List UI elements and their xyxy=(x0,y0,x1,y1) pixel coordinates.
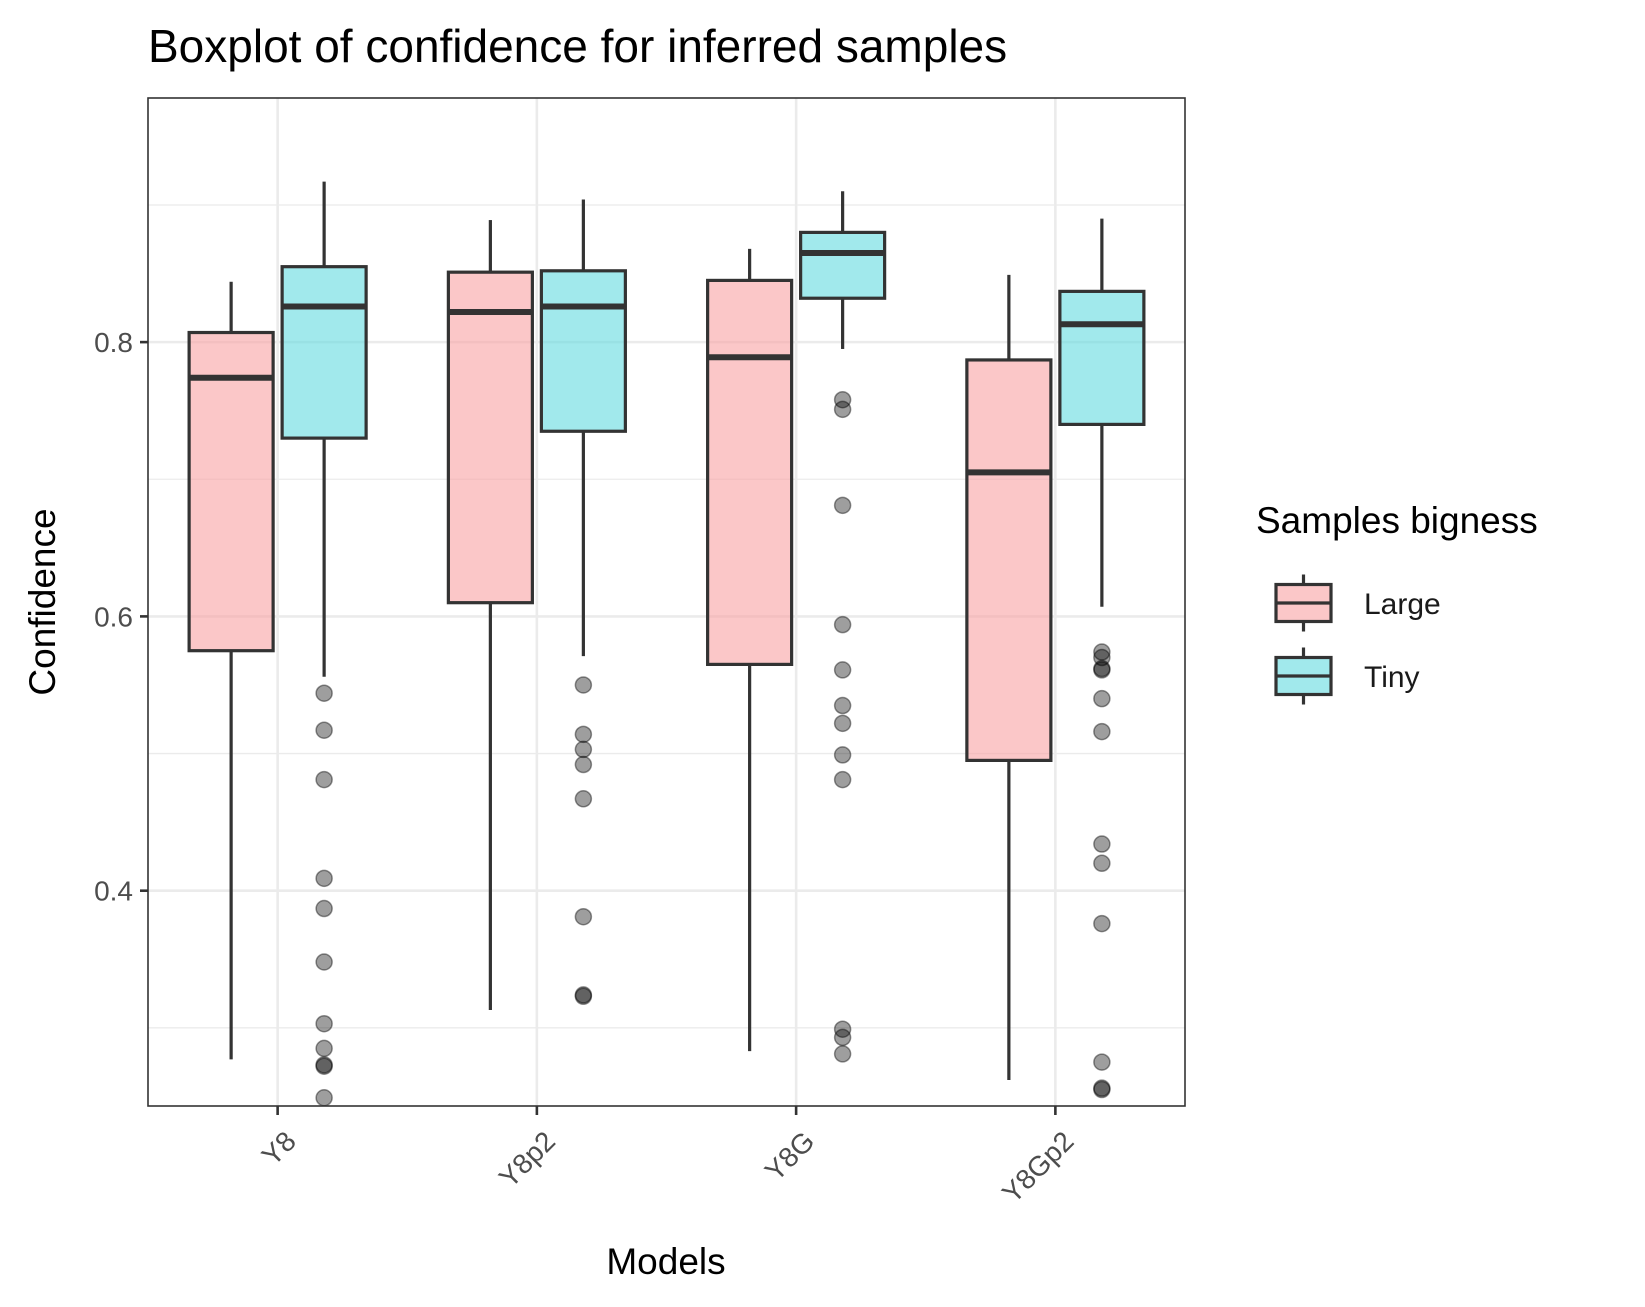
box-group-tiny-y8 xyxy=(280,181,368,1107)
box-group-tiny-y8p2 xyxy=(539,199,627,1006)
y-tick-label: 0.4 xyxy=(94,876,133,907)
box-group-large-y8 xyxy=(187,281,275,1060)
x-tick-label: Y8 xyxy=(256,1125,302,1171)
y-tick-label: 0.8 xyxy=(94,327,133,358)
boxes-layer xyxy=(187,181,1146,1107)
legend-item-large: Large xyxy=(1274,574,1441,632)
outlier-point xyxy=(833,714,852,733)
outlier-point xyxy=(315,899,333,918)
outlier-point xyxy=(315,684,333,702)
box-group-large-y8gp2 xyxy=(965,274,1053,1080)
outlier-point xyxy=(833,746,852,764)
outlier-point xyxy=(1093,659,1111,678)
box-iqr xyxy=(187,330,275,653)
outlier-point xyxy=(574,755,593,774)
outlier-point xyxy=(1093,835,1111,853)
box-group-tiny-y8g xyxy=(799,191,887,1063)
outlier-point xyxy=(574,740,593,759)
outlier-point xyxy=(574,790,593,808)
outlier-point xyxy=(833,390,852,409)
outlier-point xyxy=(833,661,852,679)
outlier-point xyxy=(315,953,333,971)
box-iqr xyxy=(706,278,794,666)
legend-items: Large Tiny xyxy=(1274,574,1441,705)
outlier-point xyxy=(315,1089,333,1107)
legend-label-large: Large xyxy=(1364,588,1441,621)
box-iqr xyxy=(965,358,1053,763)
x-tick-label: Y8p2 xyxy=(493,1125,561,1193)
outlier-point xyxy=(1093,1080,1111,1099)
y-axis-title: Confidence xyxy=(22,508,63,695)
legend-label-tiny: Tiny xyxy=(1364,661,1420,694)
outlier-point xyxy=(574,676,593,694)
outlier-point xyxy=(574,907,593,926)
outlier-point xyxy=(833,615,852,634)
x-axis-title: Models xyxy=(606,1241,725,1282)
outlier-point xyxy=(574,987,593,1006)
legend: Samples bigness Large Tiny xyxy=(1256,500,1538,705)
outlier-point xyxy=(315,869,333,888)
chart-title: Boxplot of confidence for inferred sampl… xyxy=(148,20,1007,72)
outlier-point xyxy=(833,1028,852,1047)
outlier-point xyxy=(574,986,593,1004)
outlier-point xyxy=(1093,722,1111,741)
outlier-point xyxy=(315,1057,333,1075)
x-tick-label: Y8Gp2 xyxy=(996,1125,1080,1209)
outlier-point xyxy=(574,725,593,744)
box-iqr xyxy=(446,270,534,605)
outlier-point xyxy=(833,1045,852,1063)
panel-border xyxy=(147,97,1186,1107)
outlier-point xyxy=(1093,689,1111,708)
outlier-point xyxy=(1093,854,1111,873)
box-group-large-y8g xyxy=(706,248,794,1052)
outlier-point xyxy=(315,1039,333,1058)
legend-item-tiny: Tiny xyxy=(1274,647,1420,705)
box-iqr xyxy=(280,265,368,440)
outlier-point xyxy=(1093,914,1111,933)
outlier-point xyxy=(833,1020,852,1038)
outlier-point xyxy=(1093,661,1111,679)
outlier-point xyxy=(833,496,852,515)
y-tick-label: 0.6 xyxy=(94,601,133,632)
outlier-point xyxy=(833,400,852,419)
outlier-point xyxy=(315,1056,333,1074)
outlier-point xyxy=(1093,648,1111,667)
outlier-point xyxy=(1093,1079,1111,1097)
outlier-point xyxy=(1093,643,1111,661)
box-iqr xyxy=(1058,289,1146,426)
outlier-point xyxy=(315,721,333,739)
outlier-point xyxy=(1093,1053,1111,1071)
box-iqr xyxy=(539,269,627,433)
box-iqr xyxy=(799,230,887,300)
outlier-point xyxy=(315,1014,333,1033)
outlier-point xyxy=(315,770,333,789)
box-group-tiny-y8gp2 xyxy=(1058,218,1146,1099)
box-group-large-y8p2 xyxy=(446,220,534,1010)
x-tick-label: Y8G xyxy=(759,1125,821,1187)
outlier-point xyxy=(833,770,852,789)
legend-title: Samples bigness xyxy=(1256,500,1538,541)
outlier-point xyxy=(833,696,852,715)
